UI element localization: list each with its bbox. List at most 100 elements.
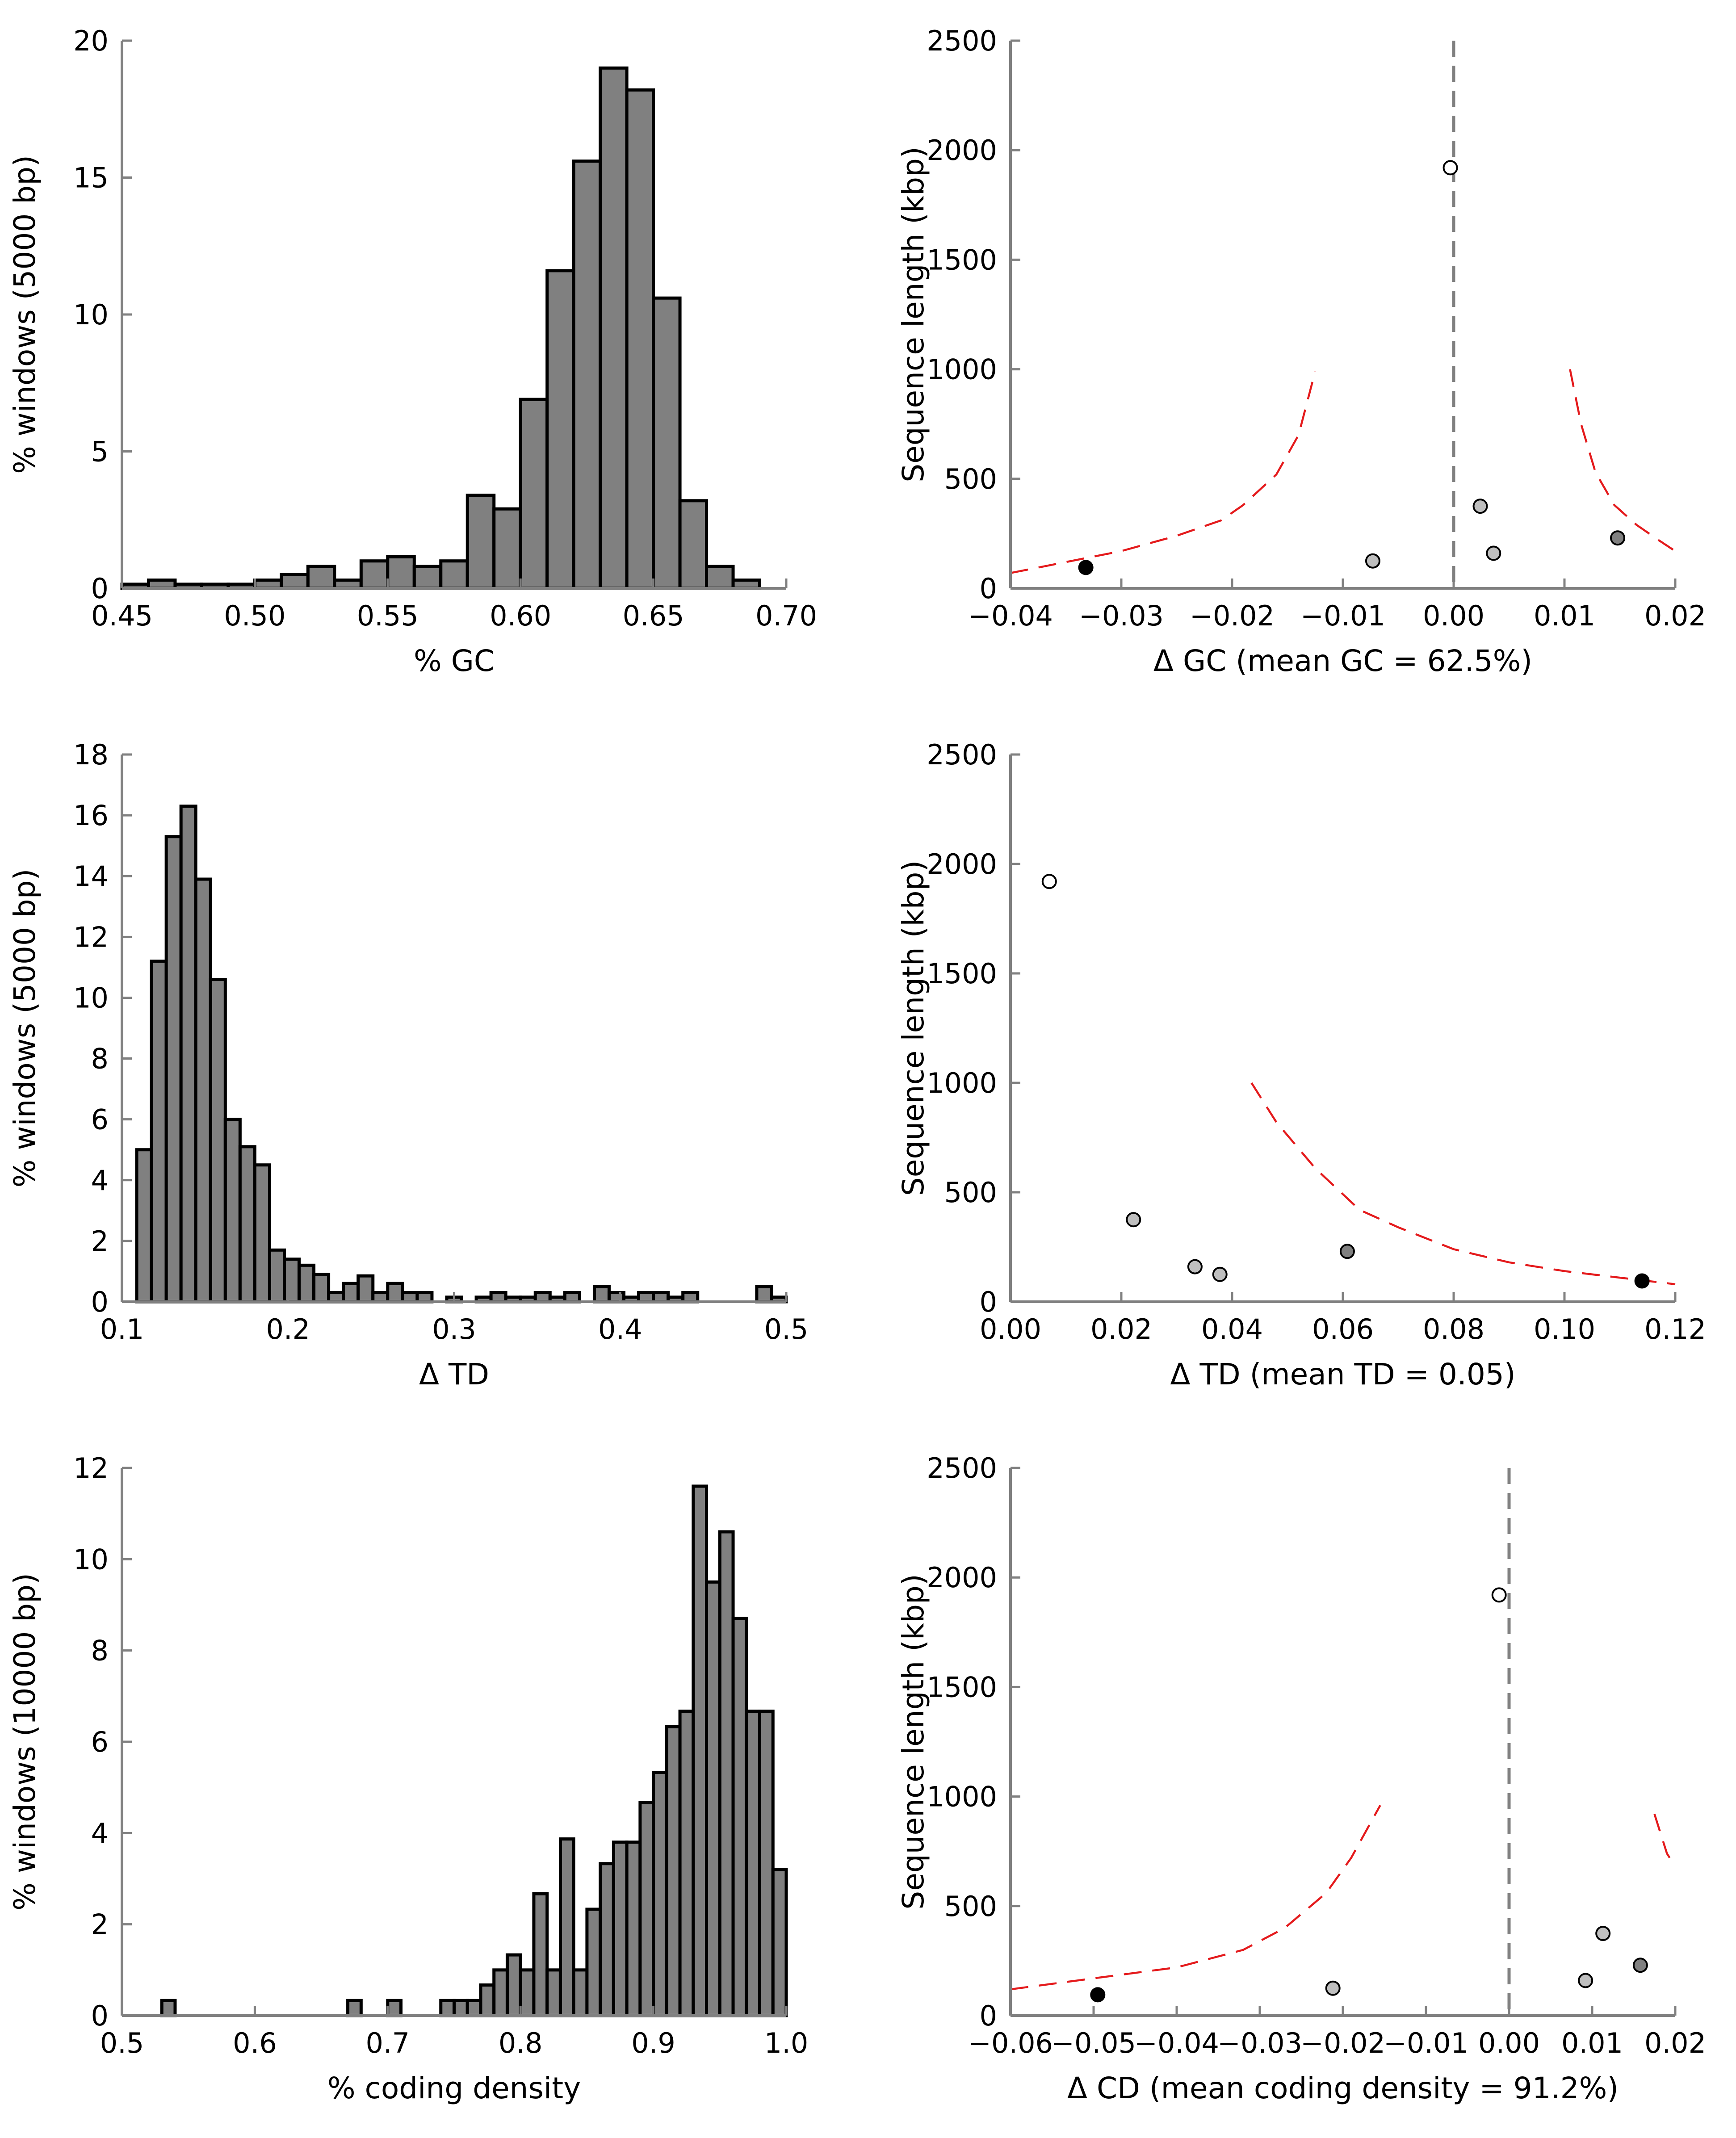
y-tick-label: 1000 <box>927 1067 997 1099</box>
y-tick-label: 18 <box>73 738 109 771</box>
histogram-bar <box>412 565 443 590</box>
histogram-bar <box>705 565 735 590</box>
histogram-bar <box>479 1983 496 2017</box>
y-axis-label: Sequence length (kbp) <box>896 147 931 482</box>
y-tick-label: 4 <box>91 1817 109 1849</box>
histogram-bar <box>465 494 496 590</box>
y-tick-label: 1500 <box>927 957 997 990</box>
td-scatter-panel: 0.00 0.02 0.04 0.06 0.08 0.10 0.12 0 500 1000 1500… <box>896 738 1706 1392</box>
x-axis-label: Δ GC (mean GC = 62.5%) <box>1153 644 1532 678</box>
threshold-curve <box>1569 369 1676 552</box>
x-tick-label: 0.00 <box>1423 599 1484 632</box>
x-tick-label: −0.06 <box>968 2027 1053 2059</box>
y-tick-label: 12 <box>73 1452 109 1484</box>
histogram-bar <box>415 1291 434 1304</box>
histogram-bar <box>718 1530 735 2017</box>
histogram-bar <box>194 877 212 1304</box>
x-axis-label: % GC <box>414 644 495 678</box>
histogram-bar <box>519 1968 536 2017</box>
histogram-bar <box>150 960 168 1304</box>
td-histogram-panel: 0.1 0.2 0.3 0.4 0.5 0 2 4 6 8 10 12 14 16 18 Δ TD % wind… <box>8 738 808 1392</box>
x-tick-label: 0.8 <box>499 2027 543 2059</box>
cd-scatter-panel: −0.06−0.05−0.04−0.03−0.02−0.01 0.00 0.01 0.… <box>896 1452 1706 2105</box>
y-tick-label: 4 <box>91 1164 109 1197</box>
scatter-point <box>1041 874 1057 889</box>
histogram-bar <box>665 1725 682 2017</box>
scatter-point <box>1491 1587 1507 1603</box>
scatter-point <box>1126 1212 1141 1228</box>
scatter-point <box>1610 530 1626 546</box>
y-tick-label: 0 <box>91 1286 109 1318</box>
histogram-bar <box>135 1148 153 1304</box>
scatter-point <box>1632 1958 1648 1973</box>
x-tick-label: 0.01 <box>1561 2027 1623 2059</box>
scatter-point <box>1212 1266 1228 1282</box>
x-tick-label: 0.1 <box>100 1313 144 1346</box>
histogram-bar <box>268 1248 286 1304</box>
x-tick-label: 0.02 <box>1090 1313 1152 1346</box>
x-tick-label: −0.05 <box>1051 2027 1136 2059</box>
x-tick-label: −0.02 <box>1300 2027 1385 2059</box>
histogram-bar <box>298 1263 316 1304</box>
y-tick-label: 2 <box>91 1225 109 1258</box>
x-tick-label: 0.9 <box>631 2027 675 2059</box>
histogram-bar <box>439 559 469 590</box>
y-tick-label: 10 <box>73 298 109 331</box>
x-tick-label: −0.01 <box>1300 599 1385 632</box>
histogram-bar <box>678 1710 695 2017</box>
histogram-bar <box>572 159 602 590</box>
x-tick-label: −0.04 <box>1134 2027 1219 2059</box>
x-tick-label: 0.55 <box>357 599 419 632</box>
histogram-bar <box>359 559 390 590</box>
histogram-bar <box>558 1837 575 2017</box>
histogram-bar <box>386 1282 404 1304</box>
x-tick-label: 0.5 <box>100 2027 144 2059</box>
x-axis-label: Δ CD (mean coding density = 91.2%) <box>1067 2071 1619 2105</box>
histogram-bar <box>312 1273 331 1304</box>
histogram-bar <box>638 1801 655 2017</box>
histogram-bar <box>652 1291 670 1304</box>
y-tick-label: 20 <box>73 25 109 57</box>
gc-scatter-panel: −0.04 −0.03 −0.02 −0.01 0.00 0.01 0.02 0 500 1000… <box>896 25 1706 678</box>
scatter-point <box>1634 1273 1650 1289</box>
histogram-bar <box>492 507 522 590</box>
histogram-bar <box>386 1999 403 2017</box>
scatter-point <box>1365 553 1380 569</box>
cd-histogram-panel: 0.5 0.6 0.7 0.8 0.9 1.0 0 2 4 6 8 10 12 % coding dens… <box>8 1452 808 2105</box>
histogram-bar <box>612 1840 629 2017</box>
histogram-bar <box>492 1968 509 2017</box>
y-tick-label: 15 <box>73 162 109 194</box>
y-tick-label: 1000 <box>927 1781 997 1813</box>
y-tick-label: 12 <box>73 921 109 953</box>
y-tick-label: 5 <box>91 436 109 468</box>
scatter-point <box>1325 1980 1341 1996</box>
histogram-bar <box>160 1999 177 2017</box>
y-tick-label: 0 <box>980 572 997 605</box>
histogram-bar <box>705 1580 721 2017</box>
histogram-bar <box>585 1907 602 2017</box>
histogram-bar <box>599 1862 615 2017</box>
y-axis-label: Sequence length (kbp) <box>896 1574 931 1909</box>
x-tick-label: 0.70 <box>755 599 817 632</box>
histogram-bar <box>533 1291 552 1304</box>
x-axis-label: Δ TD <box>419 1357 489 1392</box>
histogram-bar <box>572 1968 589 2017</box>
y-tick-label: 6 <box>91 1726 109 1758</box>
histogram-bar <box>678 499 709 590</box>
scatter-point <box>1339 1244 1355 1259</box>
gc-histogram-panel: 0.45 0.50 0.55 0.60 0.65 0.70 0 5 10 15 20 % GC % wi… <box>8 25 817 678</box>
y-tick-label: 0 <box>91 572 109 605</box>
histogram-bar <box>545 1968 562 2017</box>
scatter-point <box>1595 1926 1611 1941</box>
x-tick-label: −0.03 <box>1217 2027 1302 2059</box>
x-tick-label: 0.02 <box>1644 599 1706 632</box>
scatter-point <box>1187 1259 1203 1274</box>
histogram-bar <box>745 1710 762 2017</box>
y-tick-label: 500 <box>944 1176 997 1209</box>
y-tick-label: 16 <box>73 799 109 832</box>
histogram-bar <box>692 1484 709 2017</box>
x-axis-label: Δ TD (mean TD = 0.05) <box>1170 1357 1515 1392</box>
x-tick-label: 0.60 <box>490 599 551 632</box>
y-tick-label: 8 <box>91 1043 109 1075</box>
y-tick-label: 500 <box>944 463 997 495</box>
